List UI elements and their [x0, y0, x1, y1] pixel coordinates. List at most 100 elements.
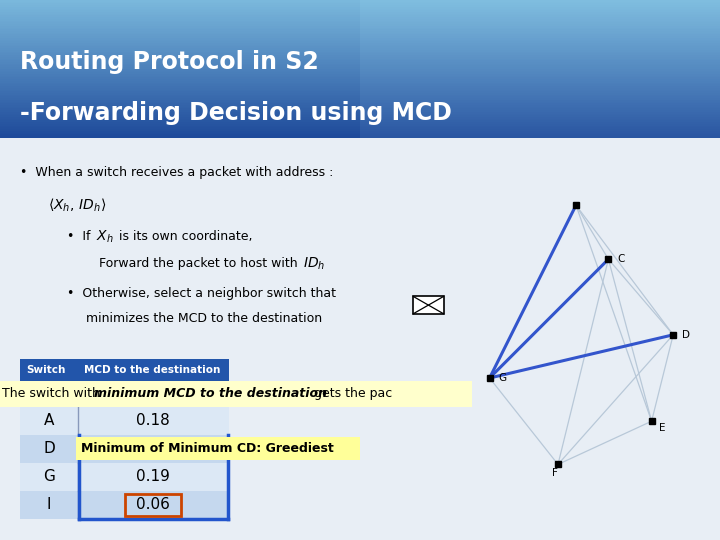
- Polygon shape: [0, 119, 720, 120]
- Text: Forward the packet to host with: Forward the packet to host with: [99, 257, 302, 270]
- Polygon shape: [360, 33, 720, 35]
- Text: 0.06: 0.06: [136, 497, 171, 512]
- Polygon shape: [360, 79, 720, 81]
- Polygon shape: [0, 107, 720, 109]
- Polygon shape: [0, 127, 720, 129]
- Polygon shape: [0, 113, 720, 116]
- Polygon shape: [360, 22, 720, 24]
- Polygon shape: [0, 26, 720, 28]
- Polygon shape: [0, 24, 720, 26]
- Polygon shape: [0, 76, 720, 77]
- Text: Switch: Switch: [26, 365, 66, 375]
- Polygon shape: [0, 43, 720, 45]
- Polygon shape: [360, 7, 720, 9]
- Text: $\langle X_h,\,ID_h\rangle$: $\langle X_h,\,ID_h\rangle$: [48, 197, 106, 214]
- Polygon shape: [0, 91, 720, 93]
- Polygon shape: [360, 112, 720, 113]
- Polygon shape: [360, 69, 720, 71]
- Polygon shape: [0, 120, 720, 122]
- FancyBboxPatch shape: [0, 381, 472, 407]
- Polygon shape: [0, 122, 720, 124]
- Polygon shape: [0, 57, 720, 58]
- Polygon shape: [360, 81, 720, 83]
- Polygon shape: [0, 14, 720, 16]
- Polygon shape: [0, 93, 720, 94]
- Polygon shape: [0, 126, 720, 127]
- Polygon shape: [0, 102, 720, 103]
- Text: A: A: [44, 413, 54, 428]
- Polygon shape: [360, 17, 720, 19]
- Polygon shape: [360, 28, 720, 29]
- Polygon shape: [360, 109, 720, 110]
- Polygon shape: [360, 16, 720, 17]
- Polygon shape: [0, 117, 720, 119]
- Polygon shape: [0, 33, 720, 35]
- Text: •  When a switch receives a packet with address :: • When a switch receives a packet with a…: [20, 166, 333, 179]
- Polygon shape: [360, 14, 720, 16]
- Polygon shape: [360, 42, 720, 43]
- Polygon shape: [0, 31, 720, 33]
- Polygon shape: [360, 60, 720, 62]
- Polygon shape: [360, 2, 720, 3]
- Text: minimum MCD to the destination: minimum MCD to the destination: [94, 387, 327, 400]
- Polygon shape: [360, 64, 720, 65]
- Polygon shape: [360, 136, 720, 138]
- Polygon shape: [0, 136, 720, 138]
- Polygon shape: [360, 31, 720, 33]
- Text: •  Otherwise, select a neighbor switch that: • Otherwise, select a neighbor switch th…: [67, 287, 336, 300]
- Polygon shape: [0, 7, 720, 9]
- Polygon shape: [0, 28, 720, 29]
- Text: gets the pac: gets the pac: [310, 387, 392, 400]
- FancyBboxPatch shape: [0, 138, 720, 540]
- Polygon shape: [0, 105, 720, 107]
- Text: Minimum of Minimum CD: Greediest: Minimum of Minimum CD: Greediest: [81, 442, 334, 455]
- Polygon shape: [0, 21, 720, 22]
- Polygon shape: [0, 90, 720, 91]
- Polygon shape: [0, 3, 720, 5]
- Polygon shape: [0, 50, 720, 52]
- Polygon shape: [360, 53, 720, 55]
- Polygon shape: [0, 77, 720, 79]
- Polygon shape: [0, 110, 720, 112]
- Polygon shape: [0, 88, 720, 90]
- Polygon shape: [360, 86, 720, 88]
- Polygon shape: [360, 90, 720, 91]
- Polygon shape: [360, 58, 720, 60]
- Polygon shape: [0, 81, 720, 83]
- Polygon shape: [0, 131, 720, 132]
- Polygon shape: [360, 96, 720, 98]
- Polygon shape: [360, 39, 720, 42]
- Text: The switch with: The switch with: [2, 387, 104, 400]
- Polygon shape: [360, 77, 720, 79]
- Polygon shape: [360, 65, 720, 67]
- Polygon shape: [360, 132, 720, 134]
- Polygon shape: [360, 52, 720, 53]
- Polygon shape: [0, 45, 720, 46]
- Polygon shape: [0, 124, 720, 126]
- Polygon shape: [360, 94, 720, 96]
- Polygon shape: [360, 76, 720, 77]
- Polygon shape: [360, 74, 720, 76]
- Polygon shape: [0, 48, 720, 50]
- Text: 0.19: 0.19: [136, 469, 171, 484]
- Polygon shape: [0, 65, 720, 67]
- Polygon shape: [360, 134, 720, 136]
- Polygon shape: [0, 10, 720, 12]
- Polygon shape: [0, 53, 720, 55]
- Polygon shape: [360, 50, 720, 52]
- Text: $X_h$: $X_h$: [96, 228, 113, 245]
- Text: E: E: [659, 423, 665, 433]
- Polygon shape: [360, 36, 720, 38]
- Polygon shape: [360, 102, 720, 103]
- Polygon shape: [360, 19, 720, 21]
- Polygon shape: [360, 91, 720, 93]
- Polygon shape: [360, 55, 720, 57]
- Polygon shape: [0, 132, 720, 134]
- Polygon shape: [360, 46, 720, 48]
- Polygon shape: [0, 29, 720, 31]
- Polygon shape: [0, 46, 720, 48]
- Polygon shape: [0, 60, 720, 62]
- Text: is its own coordinate,: is its own coordinate,: [115, 230, 253, 243]
- Polygon shape: [0, 84, 720, 86]
- Polygon shape: [360, 100, 720, 102]
